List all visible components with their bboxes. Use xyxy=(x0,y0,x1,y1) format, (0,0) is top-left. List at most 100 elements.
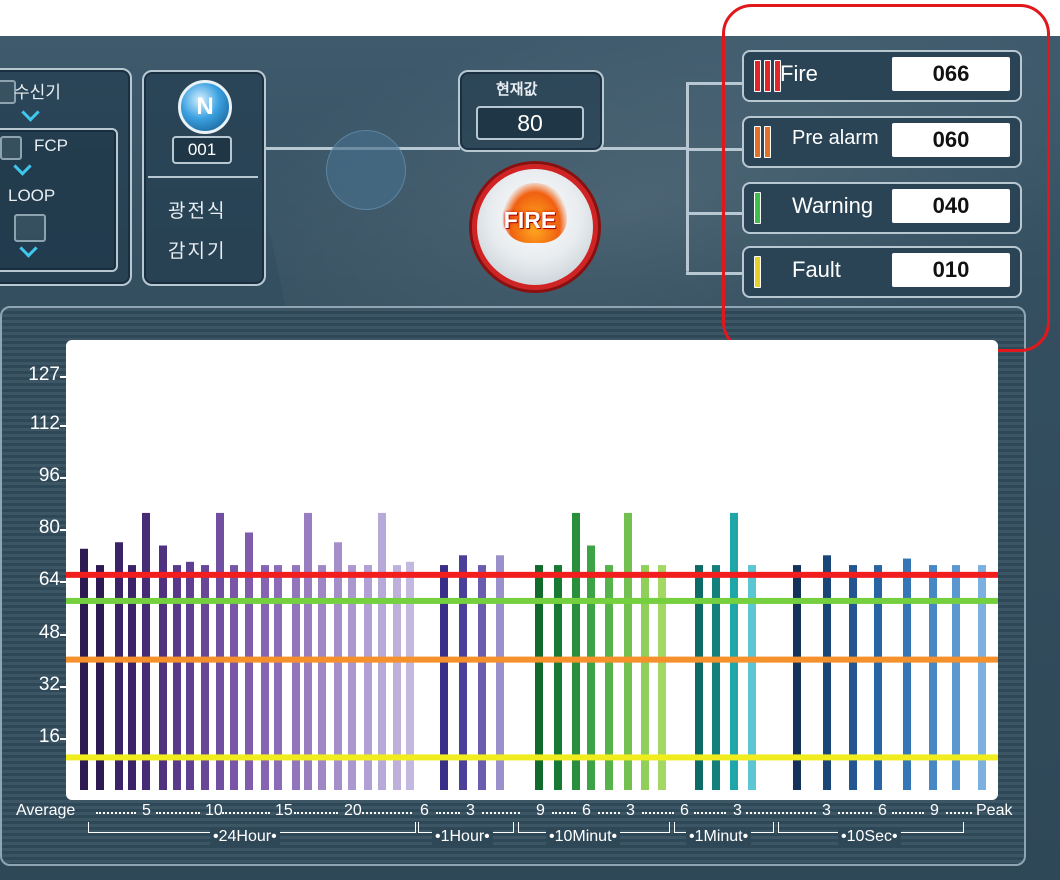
fcp-indicator xyxy=(0,136,22,160)
x-tick-label: 3 xyxy=(822,802,831,819)
threshold-pre-alarm: Pre alarm 060 xyxy=(742,116,1022,168)
threshold-value-field[interactable]: 066 xyxy=(892,57,1010,91)
threshold-label: Pre alarm xyxy=(792,127,879,149)
tick-separator xyxy=(838,812,872,814)
x-tick-label: 6 xyxy=(680,802,689,819)
chevron-down-icon xyxy=(13,157,32,176)
x-group-label: •1Minut• xyxy=(686,828,752,846)
y-tick-label: 16 xyxy=(38,725,60,747)
y-tick-mark xyxy=(60,633,66,636)
bar-24hour-8 xyxy=(186,561,194,790)
bar-24hour-11 xyxy=(230,565,238,790)
connector-line xyxy=(686,148,744,151)
bar-1minut-2 xyxy=(712,565,720,790)
loop-label: LOOP xyxy=(8,186,56,205)
threshold-fault: Fault 010 xyxy=(742,246,1022,298)
bar-24hour-15 xyxy=(292,565,300,790)
x-tick-label: Average xyxy=(16,802,76,819)
tick-separator xyxy=(746,812,816,814)
y-tick-label: 112 xyxy=(29,412,60,434)
x-tick-label: 6 xyxy=(582,802,591,819)
x-tick-label: 20 xyxy=(344,802,362,819)
connector-line xyxy=(686,82,744,85)
loop-indicator xyxy=(14,214,46,242)
bar-1hour-2 xyxy=(459,555,467,790)
tick-separator xyxy=(946,812,972,814)
bar-1minut-4 xyxy=(748,565,756,790)
bar-24hour-20 xyxy=(364,565,372,790)
x-tick-label: 6 xyxy=(878,802,887,819)
tick-separator xyxy=(222,812,270,814)
level-indicator-icon xyxy=(754,256,761,288)
bar-24hour-6 xyxy=(159,545,167,790)
y-tick-mark xyxy=(60,529,66,532)
y-tick-label: 64 xyxy=(38,569,60,591)
threshold-label: Fire xyxy=(780,61,818,86)
receiver-label: 수신기 xyxy=(14,83,61,102)
fire-status-label: FIRE xyxy=(503,207,557,233)
bar-10sec-8 xyxy=(978,565,986,790)
x-tick-label: 3 xyxy=(733,802,742,819)
y-tick-label: 48 xyxy=(38,621,60,643)
threshold-label: Fault xyxy=(792,257,841,282)
connector-line xyxy=(600,147,686,150)
threshold-label: Warning xyxy=(792,193,874,218)
tick-separator xyxy=(482,812,520,814)
threshold-value-field[interactable]: 010 xyxy=(892,253,1010,287)
bar-24hour-23 xyxy=(406,561,414,790)
x-group-label: •1Hour• xyxy=(432,828,493,846)
tick-separator xyxy=(156,812,200,814)
chart-area xyxy=(66,340,998,800)
x-tick-label: 5 xyxy=(142,802,151,819)
network-badge-icon: N xyxy=(178,80,232,134)
tick-separator xyxy=(96,812,136,814)
bar-10sec-5 xyxy=(903,558,911,790)
placeholder-circle xyxy=(326,130,406,210)
bar-10sec-4 xyxy=(874,565,882,790)
y-tick-mark xyxy=(60,424,66,427)
x-tick-label: 10 xyxy=(205,802,223,819)
bar-1hour-3 xyxy=(478,565,486,790)
connector-line xyxy=(686,212,744,215)
tick-separator xyxy=(552,812,576,814)
threshold-value-field[interactable]: 040 xyxy=(892,189,1010,223)
bar-24hour-2 xyxy=(96,565,104,790)
x-tick-label: 15 xyxy=(275,802,293,819)
bar-24hour-18 xyxy=(334,542,342,790)
y-tick-label: 96 xyxy=(38,465,60,487)
bar-24hour-3 xyxy=(115,542,123,790)
threshold-value-field[interactable]: 060 xyxy=(892,123,1010,157)
bar-10sec-6 xyxy=(929,565,937,790)
y-tick-mark xyxy=(60,376,66,378)
x-group-label: •10Sec• xyxy=(838,828,901,846)
bar-24hour-10 xyxy=(216,512,224,790)
threshold-fire: Fire 066 xyxy=(742,50,1022,102)
tick-separator xyxy=(362,812,412,814)
y-tick-mark xyxy=(60,477,66,480)
y-tick-label: 127 xyxy=(28,364,60,385)
y-tick-mark xyxy=(60,685,66,688)
bar-24hour-9 xyxy=(201,565,209,790)
sensor-type-line1: 광전식 xyxy=(168,201,227,222)
fire-status-button[interactable]: FIRE xyxy=(472,164,598,290)
x-group-label: •10Minut• xyxy=(546,828,621,846)
fcp-label: FCP xyxy=(34,136,68,155)
bar-10minut-3 xyxy=(572,512,580,790)
level-indicator-icon xyxy=(754,192,761,224)
bar-24hour-19 xyxy=(348,565,356,790)
y-tick-label: 80 xyxy=(38,517,60,539)
bar-24hour-21 xyxy=(378,512,386,790)
bar-10sec-3 xyxy=(849,565,857,790)
x-tick-label: 6 xyxy=(420,802,429,819)
bar-10minut-2 xyxy=(554,565,562,790)
bar-24hour-5 xyxy=(142,512,150,790)
sensor-type-line2: 감지기 xyxy=(168,241,227,262)
chevron-down-icon xyxy=(21,103,40,122)
bar-10sec-7 xyxy=(952,565,960,790)
flame-icon xyxy=(503,183,567,243)
level-indicator-icon xyxy=(754,60,781,92)
tick-separator xyxy=(436,812,460,814)
threshold-line-3 xyxy=(66,656,998,663)
fcp-box: FCP LOOP xyxy=(0,128,118,272)
tick-separator xyxy=(294,812,338,814)
